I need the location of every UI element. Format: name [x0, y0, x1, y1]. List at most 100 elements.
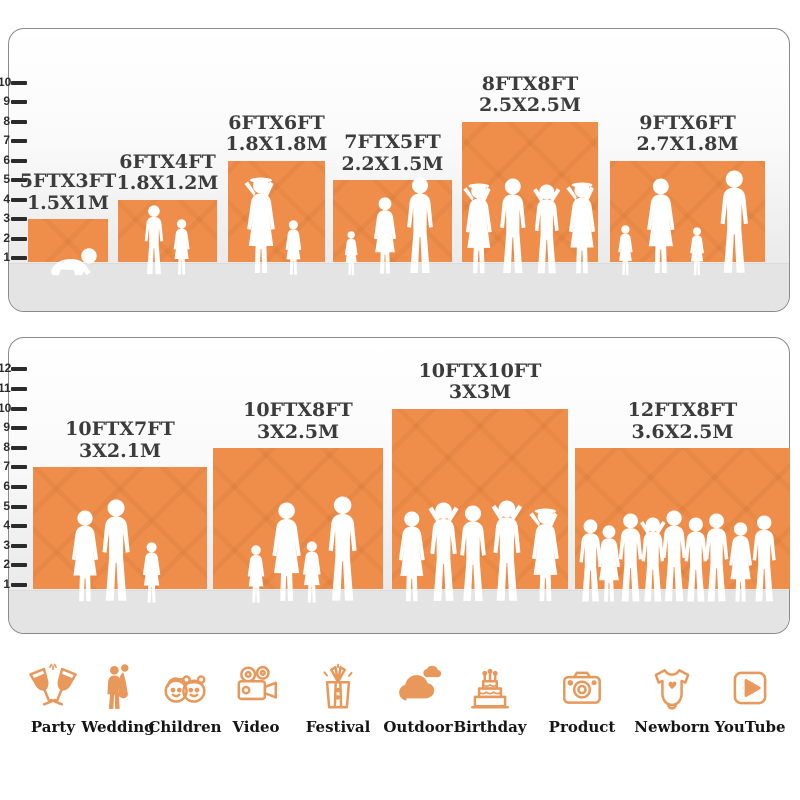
size-m: 1.8X1.8M — [225, 133, 328, 156]
ruler-tick-number: 11 — [0, 381, 11, 395]
ruler-tick — [11, 543, 27, 548]
size-ft: 9FTX6FT — [639, 111, 736, 134]
person-silhouette-woman — [266, 502, 307, 605]
person-silhouette-man — [323, 496, 362, 605]
person-silhouette-woman — [526, 508, 565, 605]
floor-strip — [9, 590, 789, 633]
ruler-tick-number: 12 — [0, 361, 12, 376]
size-m: 3X2.1M — [78, 440, 162, 463]
category-label: Birthday — [453, 718, 527, 736]
backdrop-box — [118, 199, 217, 262]
person-silhouette-girl — [139, 542, 164, 605]
person-silhouette-man — [637, 517, 669, 605]
backdrop-size-label: 6FTX6FT 1.8X1.8M — [225, 111, 328, 157]
size-m: 3X2.5M — [256, 420, 340, 443]
ruler-tick — [11, 236, 27, 241]
ruler-tick — [11, 158, 27, 163]
ruler-tick-number: 10 — [0, 400, 12, 415]
category-item-birthday: Birthday — [444, 662, 536, 736]
size-ft: 12FTX8FT — [627, 398, 738, 421]
person-silhouette-man — [97, 499, 135, 605]
person-silhouette-toddler — [342, 231, 360, 277]
ruler-tick — [11, 485, 27, 489]
ruler-tick — [11, 504, 27, 509]
ruler-tick-number: 1 — [3, 250, 10, 264]
backdrop-box — [213, 447, 383, 589]
person-silhouette-toddler — [244, 545, 268, 605]
person-silhouette-man — [680, 517, 712, 605]
person-silhouette-man — [657, 510, 691, 605]
category-label: Party — [30, 718, 76, 736]
ruler-tick-number: 7 — [3, 459, 10, 474]
person-silhouette-man — [700, 513, 733, 605]
category-item-newborn: Newborn — [626, 662, 718, 736]
person-silhouette-girl — [687, 227, 707, 277]
category-item-outdoor: Outdoor — [372, 662, 464, 736]
size-ft: 7FTX5FT — [344, 131, 441, 153]
cloud-icon — [399, 665, 442, 701]
ruler-tick — [11, 445, 27, 450]
person-silhouette-woman — [593, 525, 625, 605]
size-ft: 6FTX6FT — [228, 111, 325, 134]
wedding-couple-icon — [107, 664, 129, 709]
ruler-tick-number: 9 — [3, 94, 10, 108]
person-silhouette-man — [488, 500, 526, 605]
baby-onesie-icon — [654, 669, 690, 710]
category-label: Product — [548, 718, 616, 736]
person-silhouette-man — [530, 184, 563, 277]
ruler-tick-number: 2 — [3, 230, 10, 245]
birthday-cake-icon — [471, 668, 509, 709]
ruler-tick — [11, 80, 27, 85]
size-m: 3.6X2.5M — [631, 420, 734, 443]
ruler-tick-number: 4 — [3, 518, 10, 533]
backdrop-size-label: 5FTX3FT 1.5X1M — [19, 170, 117, 215]
party-glasses-icon — [29, 663, 77, 706]
size-ft: 6FTX4FT — [119, 150, 216, 173]
video-camera-icon — [237, 665, 278, 701]
ruler-tick-number: 7 — [3, 133, 10, 147]
ruler-tick-number: 5 — [3, 498, 10, 513]
category-item-children: Children — [139, 662, 231, 736]
person-silhouette-girl — [282, 220, 305, 277]
size-ft: 10FTX10FT — [418, 359, 542, 382]
person-silhouette-woman — [641, 178, 681, 277]
person-silhouette-crawling-baby — [43, 247, 101, 277]
category-label: Video — [232, 718, 280, 736]
person-silhouette-woman — [369, 197, 401, 277]
person-silhouette-woman — [460, 183, 498, 277]
ruler-tick — [11, 583, 27, 587]
category-item-video: Video — [210, 662, 302, 736]
ruler-tick — [11, 197, 27, 202]
ruler-tick-number: 9 — [3, 420, 10, 435]
photo-camera-icon — [563, 671, 601, 704]
size-m: 1.5X1M — [26, 191, 110, 214]
ruler-tick — [11, 406, 27, 411]
category-label: Wedding — [81, 718, 155, 736]
size-m: 2.7X1.8M — [636, 133, 739, 156]
ruler-tick — [11, 387, 27, 391]
youtube-play-icon — [733, 671, 767, 705]
children-faces-icon — [164, 675, 206, 703]
ruler-tick — [11, 178, 27, 182]
category-item-youtube: YouTube — [704, 662, 796, 736]
category-item-product: Product — [536, 662, 628, 736]
person-silhouette-woman — [66, 510, 104, 605]
backdrop-size-label: 10FTX10FT 3X3M — [418, 359, 542, 405]
backdrop-box — [228, 160, 325, 262]
category-label: Children — [148, 718, 222, 736]
size-ft: 5FTX3FT — [19, 170, 117, 192]
person-silhouette-man — [715, 170, 754, 277]
size-m: 1.8X1.2M — [116, 172, 219, 195]
backdrop-size-label: 10FTX7FT 3X2.1M — [65, 419, 175, 463]
category-label: Outdoor — [383, 718, 453, 736]
person-silhouette-mother-holding-child — [241, 177, 281, 277]
backdrop-size-label: 9FTX6FT 2.7X1.8M — [636, 111, 739, 157]
size-ft: 10FTX8FT — [243, 398, 353, 421]
ruler-tick-number: 3 — [3, 537, 10, 552]
person-silhouette-girl — [615, 225, 636, 277]
person-silhouette-woman — [724, 522, 757, 605]
size-m: 2.5X2.5M — [479, 94, 581, 117]
backdrop-size-label: 8FTX8FT 2.5X2.5M — [479, 73, 581, 118]
ruler-tick — [11, 100, 27, 104]
backdrop-size-label: 7FTX5FT 2.2X1.5M — [342, 131, 444, 176]
